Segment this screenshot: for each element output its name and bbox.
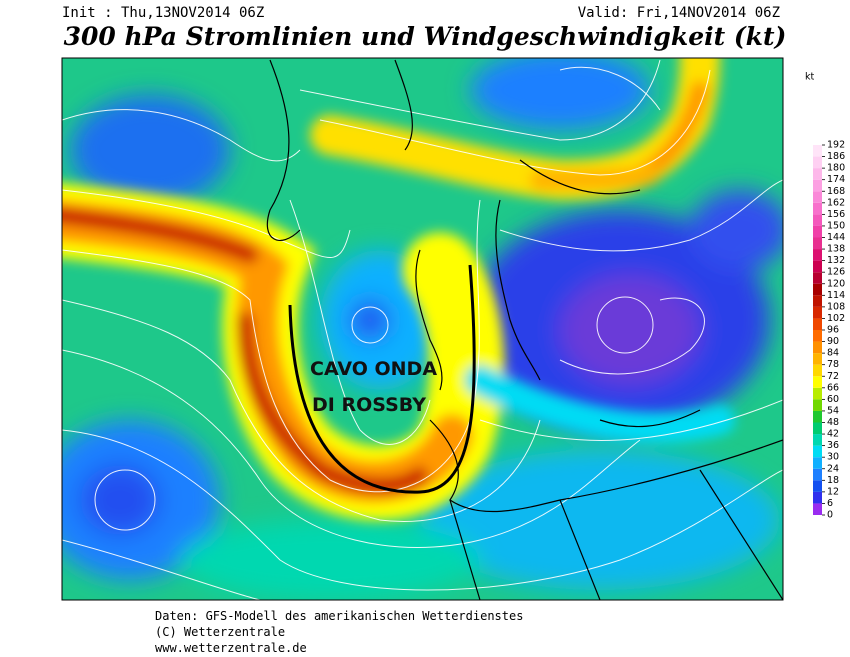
footer-text: www.wetterzentrale.de [155, 641, 307, 655]
valid-time: Valid: Fri,14NOV2014 06Z [578, 5, 780, 21]
legend-tick-label: 12 [827, 486, 839, 497]
color-swatch [813, 376, 822, 388]
annotation: DI ROSSBY [312, 394, 426, 416]
map-title: 300 hPa Stromlinien und Windgeschwindigk… [64, 22, 787, 51]
color-swatch [813, 399, 822, 411]
legend-tick-label: 174 [827, 174, 845, 185]
legend-tick-label: 102 [827, 313, 845, 324]
legend-tick-label: 90 [827, 336, 839, 347]
color-swatch [813, 330, 822, 342]
color-swatch [813, 457, 822, 469]
annotation: CAVO ONDA [310, 358, 437, 380]
streamlines [62, 59, 783, 600]
color-swatch [813, 260, 822, 273]
legend-tick-label: 60 [827, 394, 839, 405]
legend-tick-label: 24 [827, 463, 839, 474]
legend-tick-label: 180 [827, 163, 845, 174]
color-swatch [813, 272, 822, 284]
legend-tick-label: 78 [827, 359, 839, 370]
legend-tick-label: 42 [827, 429, 839, 440]
trough-line [288, 264, 476, 494]
color-swatch [813, 214, 822, 226]
legend-tick-label: 108 [827, 301, 845, 312]
color-swatch [813, 225, 822, 238]
color-swatch [813, 480, 822, 492]
legend-tick-label: 36 [827, 440, 839, 451]
color-swatch [813, 387, 822, 400]
legend-tick-label: 54 [827, 405, 839, 416]
color-swatch [813, 249, 822, 261]
color-swatch [813, 434, 822, 446]
color-swatch [813, 145, 822, 157]
footer-text: (C) Wetterzentrale [155, 625, 285, 639]
legend-tick-label: 156 [827, 209, 845, 220]
legend-tick-label: 162 [827, 197, 845, 208]
map-border [61, 57, 784, 601]
init-time: Init : Thu,13NOV2014 06Z [62, 5, 264, 21]
legend-tick-label: 0 [827, 510, 833, 521]
color-legend: 0612182430364248546066727884909610210811… [813, 140, 845, 521]
legend-tick-label: 18 [827, 475, 839, 486]
legend-tick-label: 144 [827, 232, 845, 243]
legend-tick-label: 186 [827, 151, 845, 162]
color-swatch [813, 410, 822, 423]
map: CAVO ONDA DI ROSSBY [62, 58, 783, 600]
color-swatch [813, 491, 822, 504]
legend-tick-label: 150 [827, 220, 845, 231]
color-swatch [813, 341, 822, 354]
legend-tick-label: 126 [827, 267, 845, 278]
legend-tick-label: 84 [827, 348, 839, 359]
color-swatch [813, 445, 822, 458]
legend-tick-label: 132 [827, 255, 845, 266]
color-swatch [813, 422, 822, 435]
color-swatch [813, 306, 822, 319]
legend-tick-label: 72 [827, 371, 839, 382]
color-swatch [813, 468, 822, 481]
legend-tick-label: 66 [827, 382, 839, 393]
color-swatch [813, 202, 822, 215]
legend-tick-label: 138 [827, 244, 845, 255]
color-swatch [813, 191, 822, 203]
legend-tick-label: 192 [827, 140, 845, 151]
color-swatch [813, 237, 822, 250]
legend-tick-label: 6 [827, 498, 833, 509]
color-swatch [813, 353, 822, 365]
color-swatch [813, 168, 822, 180]
legend-tick-label: 96 [827, 325, 839, 336]
color-swatch [813, 318, 822, 330]
color-swatch [813, 503, 822, 515]
color-swatch [813, 295, 822, 307]
legend-unit: kt [805, 72, 815, 83]
legend-tick-label: 48 [827, 417, 839, 428]
legend-tick-label: 114 [827, 290, 845, 301]
coastlines [266, 59, 783, 600]
color-swatch [813, 156, 822, 169]
color-swatch [813, 364, 822, 377]
legend-tick-label: 120 [827, 278, 845, 289]
legend-tick-label: 168 [827, 186, 845, 197]
legend-tick-label: 30 [827, 452, 839, 463]
color-swatch [813, 179, 822, 192]
footer-text: Daten: GFS-Modell des amerikanischen Wet… [155, 609, 523, 623]
color-swatch [813, 283, 822, 296]
